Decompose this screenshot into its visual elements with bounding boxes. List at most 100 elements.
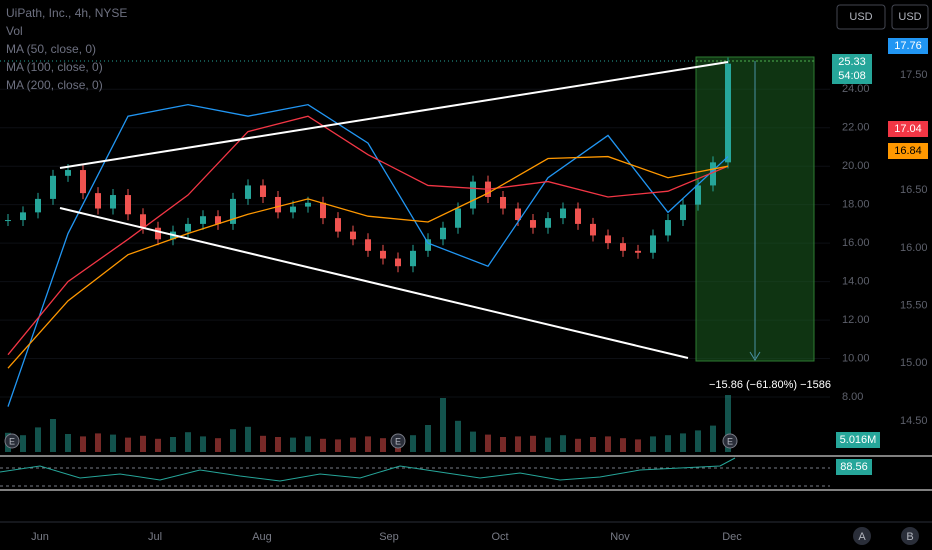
volume-bar: [335, 439, 341, 452]
volume-bar: [710, 425, 716, 452]
auto-button[interactable]: [853, 527, 871, 545]
moving-average: [7, 155, 729, 369]
candle: [380, 250, 386, 259]
candle: [695, 185, 701, 205]
svg-text:E: E: [395, 436, 401, 446]
currency-button[interactable]: [891, 4, 929, 30]
currency-button[interactable]: [836, 4, 886, 30]
candle: [515, 208, 521, 221]
x-tick-label: Nov: [610, 531, 630, 543]
candle: [545, 218, 551, 228]
candle: [5, 220, 11, 222]
last-price-tag: [832, 54, 872, 84]
volume-bar: [410, 435, 416, 452]
y2-tick-label: 15.00: [900, 357, 928, 369]
b-button[interactable]: [901, 527, 919, 545]
volume-bar: [365, 436, 371, 452]
y2-tick-label: 16.00: [900, 242, 928, 254]
volume-bar: [500, 437, 506, 452]
volume-bar: [515, 436, 521, 452]
volume-bar: [590, 437, 596, 452]
volume-bar: [140, 435, 146, 452]
candle: [95, 193, 101, 209]
indicator: MA (100, close, 0): [6, 60, 103, 74]
x-tick-label: Oct: [491, 531, 508, 543]
volume-bar: [125, 437, 131, 452]
x-tick-label: Jun: [31, 531, 49, 543]
candle: [395, 258, 401, 267]
moving-average: [7, 103, 729, 407]
volume-bar: [185, 432, 191, 452]
button-label[interactable]: A: [858, 531, 866, 543]
x-tick-label: Dec: [722, 531, 742, 543]
currency-label[interactable]: USD: [849, 11, 872, 23]
candle: [350, 231, 356, 240]
y-tick-label: 20.00: [842, 160, 870, 172]
volume-bar: [620, 438, 626, 452]
candle: [530, 220, 536, 228]
volume-bar: [560, 435, 566, 452]
button-label[interactable]: B: [906, 531, 913, 543]
candle: [50, 175, 56, 199]
volume-bar: [65, 434, 71, 452]
candle: [275, 196, 281, 213]
candle: [575, 208, 581, 224]
x-tick-label: Sep: [379, 531, 399, 543]
indicator: MA (50, close, 0): [6, 42, 96, 56]
orange-price: 16.84: [894, 145, 922, 157]
candle: [560, 208, 566, 219]
candle: [80, 170, 86, 194]
volume-bar: [170, 437, 176, 452]
candle: [35, 198, 41, 213]
volume-bar: [425, 425, 431, 452]
blue-tag: [888, 38, 928, 54]
blue-price: 17.76: [894, 40, 922, 52]
indicator: MA (200, close, 0): [6, 78, 103, 92]
candle: [140, 214, 146, 228]
candle: [365, 239, 371, 251]
candle: [230, 198, 236, 224]
y2-tick-label: 15.50: [900, 300, 928, 312]
orange-tag: [888, 143, 928, 159]
volume-bar: [290, 437, 296, 452]
y-tick-label: 8.00: [842, 391, 863, 403]
red-tag: [888, 121, 928, 137]
arrow-head: [749, 351, 761, 361]
candle: [440, 227, 446, 240]
candle: [155, 227, 161, 240]
candle: [665, 220, 671, 236]
candle: [455, 208, 461, 228]
grid: [0, 88, 830, 398]
volume-value: 5.016M: [840, 434, 877, 446]
volume-bar: [320, 438, 326, 452]
y-tick-label: 10.00: [842, 352, 870, 364]
trendline-lower: [59, 207, 689, 359]
rsi-line: [0, 457, 736, 482]
symbol: UiPath, Inc., 4h, NYSE: [6, 6, 127, 20]
y2-tick-label: 16.50: [900, 184, 928, 196]
axes: 8.00 10.00 12.00 14.00 16.00 18.00 20.00 22.00 2…: [31, 69, 927, 543]
y-tick-label: 12.00: [842, 314, 870, 326]
candle: [410, 250, 416, 267]
volume-bar: [35, 427, 41, 452]
volume-bar: [455, 420, 461, 452]
currency-label[interactable]: USD: [898, 11, 921, 23]
candle: [65, 170, 71, 176]
volume-bar: [545, 437, 551, 452]
y-tick-label: 22.00: [842, 122, 870, 134]
y2-tick-label: 17.50: [900, 69, 928, 81]
earnings-markers: E E E: [4, 433, 738, 449]
volume-bar: [20, 435, 26, 452]
volume-bar: [380, 438, 386, 452]
y-tick-label: 24.00: [842, 83, 870, 95]
volume-bar: [635, 439, 641, 452]
y-tick-label: 16.00: [842, 237, 870, 249]
trendline-upper: [59, 61, 729, 169]
volume-bar: [485, 434, 491, 452]
candle: [710, 162, 716, 186]
last-price: 25.33: [838, 56, 866, 68]
candle: [425, 239, 431, 251]
candle: [725, 63, 731, 163]
candle: [500, 196, 506, 209]
